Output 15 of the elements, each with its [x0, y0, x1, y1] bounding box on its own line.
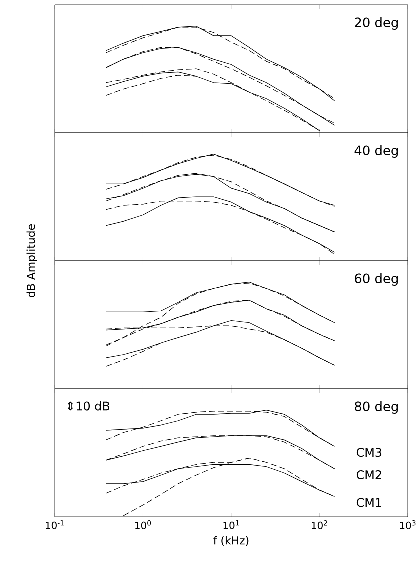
series-label: CM1	[356, 498, 382, 508]
chart-title: 40 deg	[354, 145, 398, 158]
series-label: CM2	[356, 470, 382, 480]
x-tick-label: 10$^{2}$	[312, 520, 328, 530]
chart-title: 60 deg	[355, 273, 398, 286]
chart-title: 20 deg	[355, 17, 398, 30]
chart-title: 80 deg	[354, 401, 398, 414]
x-axis-title: f (kHz)	[214, 536, 249, 546]
annotation: ⇕10 dB	[68, 401, 110, 411]
y-axis-title: dB Amplitude	[26, 224, 38, 298]
x-tick-label: 10$^{-1}$	[46, 520, 64, 530]
x-tick-label: 10$^{1}$	[224, 520, 240, 530]
x-tick-label: 10$^{0}$	[135, 520, 152, 530]
series-label: CM3	[356, 448, 382, 458]
x-tick-label: 10$^{3}$	[400, 520, 416, 530]
